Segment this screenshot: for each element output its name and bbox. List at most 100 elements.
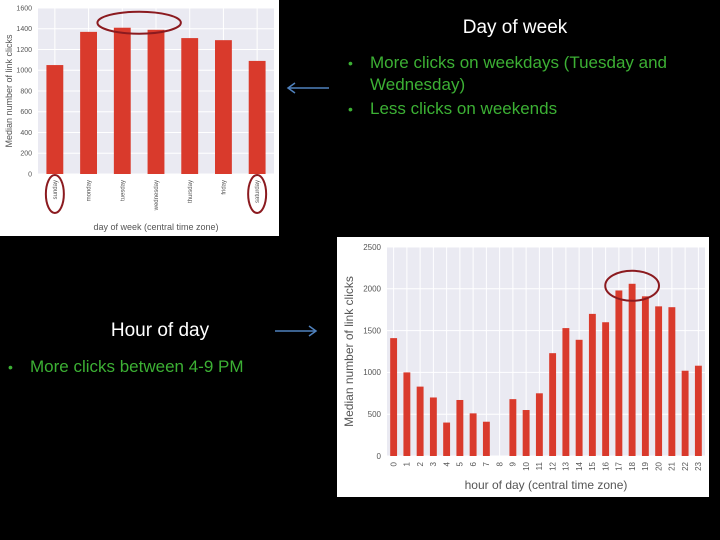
- x-tick-label: 15: [588, 461, 597, 470]
- bar: [147, 29, 165, 174]
- bar: [443, 422, 451, 456]
- x-tick-label: 20: [654, 461, 663, 470]
- x-tick-label: friday: [222, 180, 228, 195]
- y-tick-label: 500: [368, 410, 382, 419]
- x-tick-label: 22: [681, 461, 690, 470]
- x-tick-label: thursday: [188, 180, 194, 203]
- y-tick-label: 200: [20, 151, 32, 158]
- bar: [602, 322, 610, 456]
- bar: [113, 27, 131, 175]
- bar: [535, 393, 543, 456]
- x-tick-label: 17: [615, 461, 624, 470]
- bar: [416, 386, 424, 456]
- x-tick-label: saturday: [255, 180, 261, 203]
- x-tick-label: 16: [601, 461, 610, 470]
- x-tick-label: 11: [535, 461, 544, 470]
- x-axis-label: day of week (central time zone): [93, 222, 218, 232]
- x-tick-label: tuesday: [120, 180, 126, 201]
- x-tick-label: 2: [416, 461, 425, 466]
- bar: [575, 339, 583, 456]
- bar: [615, 290, 623, 456]
- x-tick-label: 9: [509, 461, 518, 466]
- y-tick-label: 0: [28, 171, 32, 178]
- y-tick-label: 400: [20, 130, 32, 137]
- bullet-dot-icon: •: [8, 359, 13, 375]
- day-of-week-bar-chart: 0 200 400 600 800 1000 1200 1400 1600 sunday monda…: [4, 5, 274, 232]
- y-tick-label: 800: [20, 88, 32, 95]
- x-tick-label: 4: [442, 461, 451, 466]
- bullet-text: More clicks between 4-9 PM: [30, 357, 244, 376]
- x-tick-label: 19: [641, 461, 650, 470]
- bullet-item: • More clicks between 4-9 PM: [8, 356, 310, 378]
- y-tick-label: 1200: [16, 47, 32, 54]
- y-tick-label: 1000: [16, 68, 32, 75]
- bar: [390, 338, 398, 456]
- y-tick-label: 1400: [16, 26, 32, 33]
- x-tick-label: 5: [456, 461, 465, 466]
- x-tick-label: 10: [522, 461, 531, 470]
- x-tick-label: sunday: [53, 180, 59, 199]
- y-axis-label: Median number of link clicks: [4, 34, 14, 148]
- y-tick-label: 600: [20, 109, 32, 116]
- bar: [549, 353, 557, 456]
- bar: [668, 307, 676, 456]
- x-tick-label: 0: [389, 461, 398, 466]
- left-arrow-icon: [286, 82, 329, 94]
- plot-area: [387, 247, 705, 456]
- bar: [482, 421, 490, 456]
- bullet-text: More clicks on weekdays (Tuesday and Wed…: [370, 53, 668, 94]
- bullet-item: • More clicks on weekdays (Tuesday and We…: [348, 52, 705, 96]
- bar: [215, 40, 232, 174]
- bullet-dot-icon: •: [348, 55, 353, 71]
- bar: [429, 397, 437, 456]
- x-tick-label: 8: [495, 461, 504, 466]
- x-tick-label: 12: [548, 461, 557, 470]
- bar: [641, 296, 649, 456]
- day-of-week-bullets: • More clicks on weekdays (Tuesday and We…: [348, 52, 705, 122]
- highlight-ellipse: [96, 10, 182, 35]
- x-tick-label: wednesday: [154, 180, 160, 211]
- y-tick-label: 1500: [363, 326, 381, 335]
- x-tick-label: 13: [562, 461, 571, 470]
- bar: [681, 370, 689, 456]
- bar: [469, 413, 477, 456]
- hour-of-day-heading: Hour of day: [110, 320, 210, 341]
- bar: [80, 31, 97, 174]
- bar: [588, 313, 596, 456]
- bar: [248, 60, 266, 174]
- x-tick-label: 7: [482, 461, 491, 466]
- bar: [562, 328, 570, 456]
- x-tick-label: 21: [668, 461, 677, 470]
- bar: [694, 365, 702, 456]
- day-of-week-heading: Day of week: [462, 17, 568, 38]
- y-tick-label: 1000: [363, 368, 381, 377]
- right-arrow-icon: [275, 325, 318, 337]
- hour-of-day-chart-panel: 0 500 1000 1500 2000 2500 0 1 2 3 4 5 6 7 8 9 10 11 12 13 14…: [337, 237, 709, 497]
- x-tick-label: 14: [575, 461, 584, 470]
- y-tick-label: 0: [377, 452, 382, 461]
- x-tick-label: 6: [469, 461, 478, 466]
- bar: [456, 399, 464, 456]
- bar: [522, 410, 530, 456]
- x-tick-label: 3: [429, 461, 438, 466]
- x-tick-label: 1: [403, 461, 412, 466]
- y-tick-label: 1600: [16, 5, 32, 12]
- bar: [403, 372, 411, 456]
- y-tick-label: 2500: [363, 243, 381, 252]
- hour-of-day-bullets: • More clicks between 4-9 PM: [8, 356, 310, 380]
- x-axis-label: hour of day (central time zone): [465, 478, 628, 492]
- bullet-text: Less clicks on weekends: [370, 99, 558, 118]
- bullet-dot-icon: •: [348, 101, 353, 117]
- x-tick-label: 23: [694, 461, 703, 470]
- x-tick-label: 18: [628, 461, 637, 470]
- bar: [509, 399, 517, 456]
- y-axis-label: Median number of link clicks: [342, 276, 356, 427]
- bar: [655, 306, 663, 456]
- label-highlight-ellipse: [44, 174, 65, 214]
- x-tick-label: monday: [87, 180, 93, 201]
- label-highlight-ellipse: [247, 174, 268, 214]
- bar: [181, 38, 199, 175]
- day-of-week-chart-panel: 0 200 400 600 800 1000 1200 1400 1600 sunday monda…: [0, 0, 279, 236]
- bar: [46, 65, 64, 174]
